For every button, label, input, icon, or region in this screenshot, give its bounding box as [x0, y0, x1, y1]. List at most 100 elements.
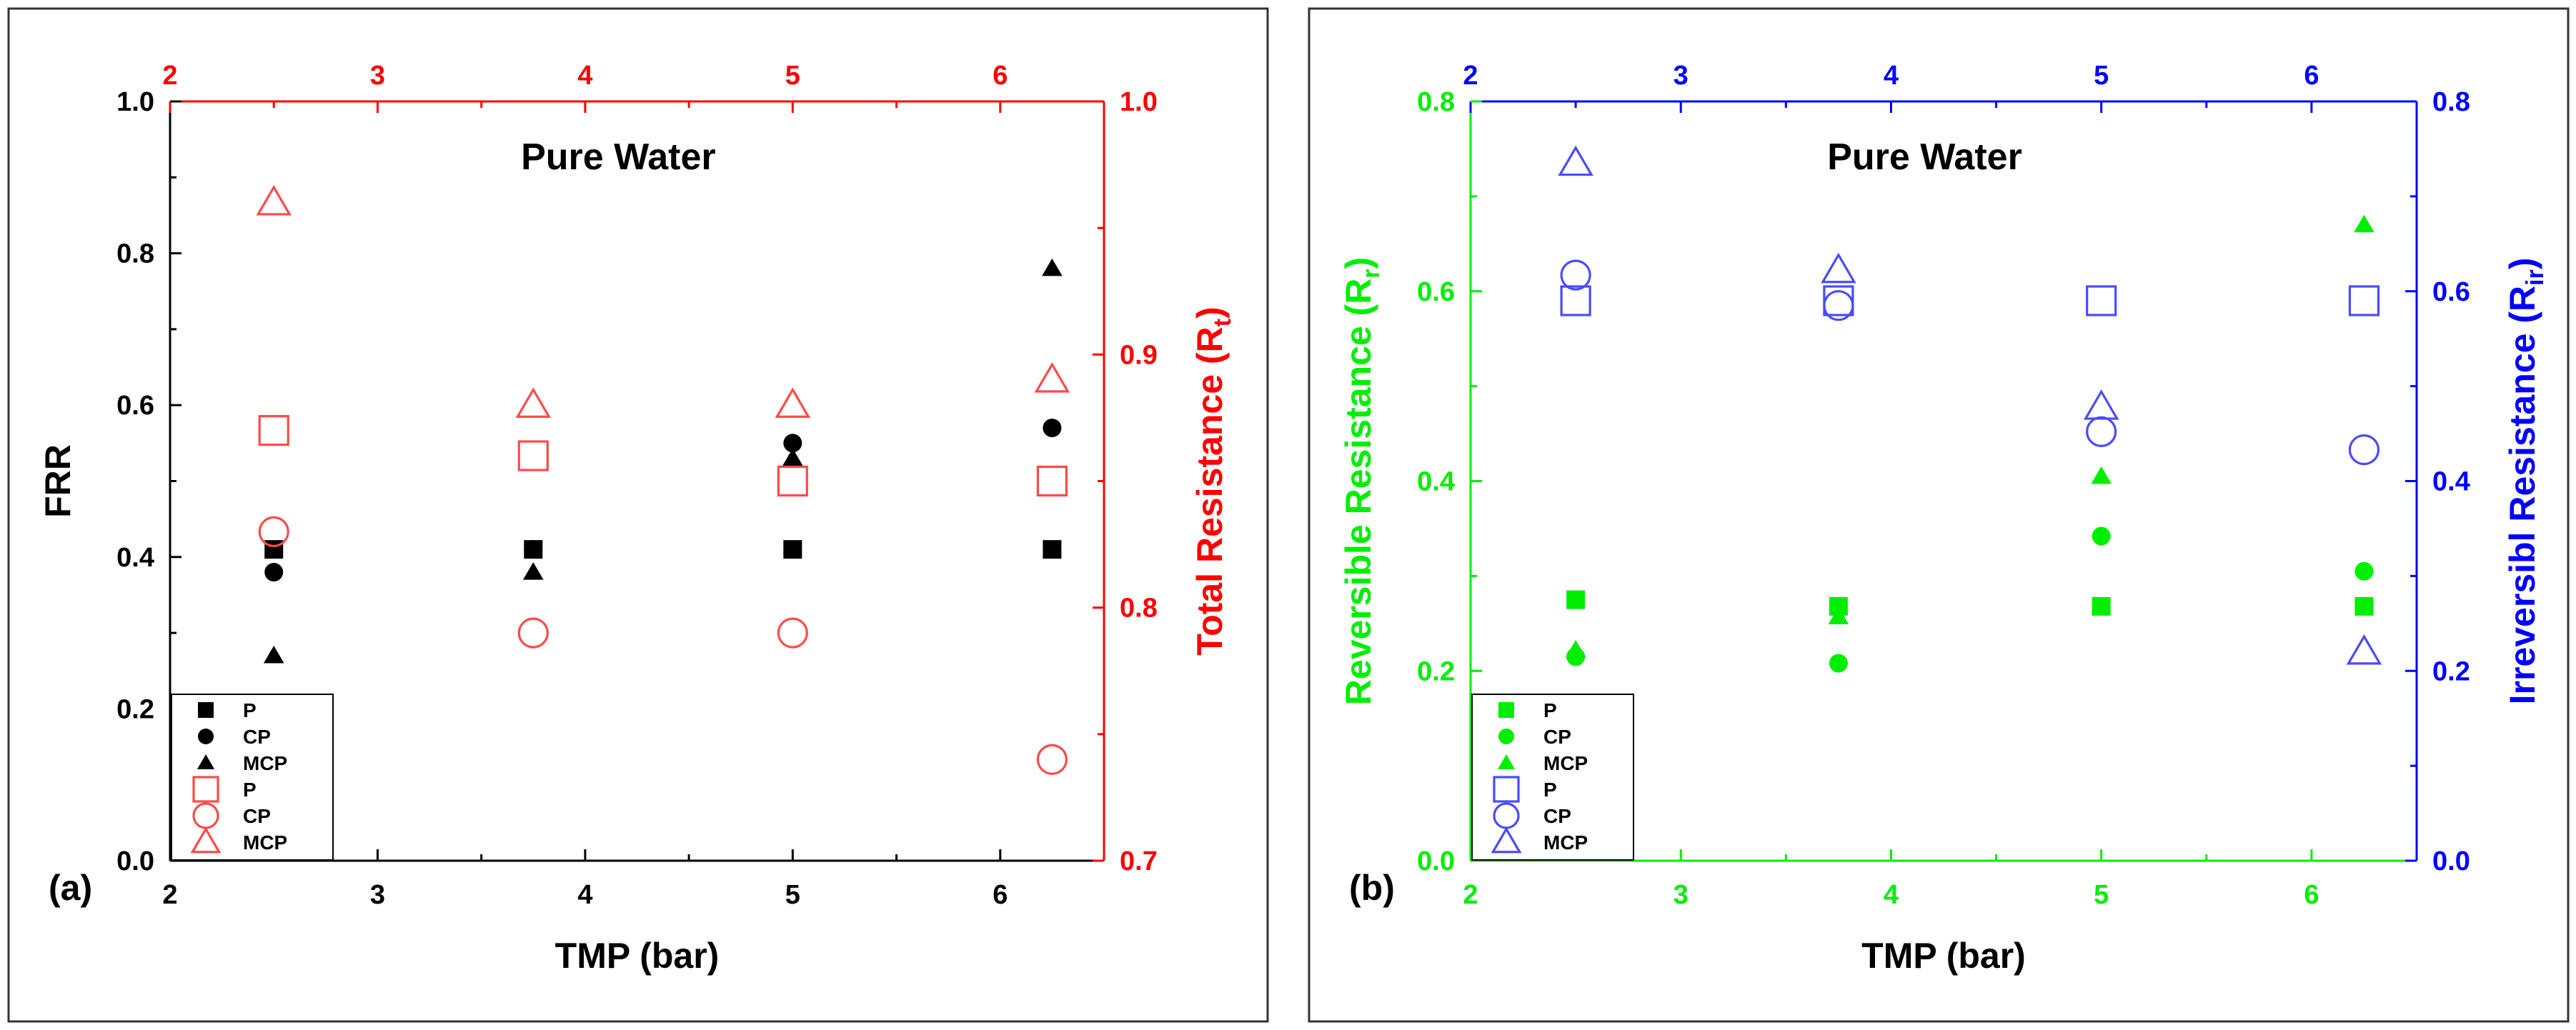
data-point [1036, 744, 1068, 775]
data-point [517, 440, 549, 471]
y-tick-label: 0.0 [116, 846, 154, 876]
data-point [1560, 259, 1591, 291]
top-x-tick-label: 2 [162, 61, 177, 91]
data-point [2348, 434, 2380, 466]
legend-label: P [243, 699, 257, 721]
top-x-tick-label: 3 [370, 61, 385, 91]
top-x-tick-label: 3 [1674, 61, 1689, 91]
x-tick-label: 4 [1884, 880, 1899, 910]
legend-marker [1497, 754, 1516, 769]
top-x-tick-label: 5 [785, 61, 800, 91]
y-right-axis-title: Irreversibl Resistance (Rir) [2502, 258, 2549, 705]
legend-entry: P [198, 699, 257, 721]
y-right-tick-label: 0.8 [1120, 594, 1158, 624]
data-point [1043, 419, 1062, 438]
y-right-tick-label: 0.6 [2432, 277, 2470, 307]
legend-marker [198, 702, 214, 718]
y-tick-label: 0.2 [1417, 656, 1455, 686]
data-point [524, 540, 543, 559]
legend-entry: MCP [1497, 752, 1588, 774]
y-tick-label: 0.6 [1417, 277, 1455, 307]
y-tick-label: 0.4 [116, 543, 154, 573]
x-tick-label: 3 [370, 880, 385, 910]
y-right-tick-label: 0.0 [2432, 846, 2470, 876]
x-tick-label: 6 [993, 880, 1008, 910]
data-point [2354, 561, 2374, 581]
data-point [2092, 526, 2111, 546]
top-x-tick-label: 5 [2094, 61, 2109, 91]
x-axis-title: TMP (bar) [555, 936, 720, 976]
legend-marker [1498, 702, 1514, 718]
data-point [522, 562, 544, 580]
legend-label: CP [243, 726, 271, 748]
y-axis-title-close: ) [1338, 257, 1378, 269]
x-tick-label: 6 [2304, 880, 2319, 910]
series-mcp-open [256, 184, 1070, 419]
y-right-axis-title-subscript: ir [2522, 269, 2549, 286]
x-tick-label: 3 [1674, 880, 1689, 910]
legend-label: CP [1543, 726, 1571, 748]
chart-panel-a: 2 3 4 5 6 2 3 4 5 6 0.0 0.2 0.4 0.6 0.8 1.0 0.7 0.8 0.9 1.0… [7, 7, 1269, 1023]
series-cp-filled [264, 419, 1062, 582]
y-tick-label: 0.8 [1417, 87, 1455, 117]
data-point [2346, 634, 2382, 665]
y-tick-label: 0.4 [1417, 467, 1455, 497]
y-tick-label: 0.0 [1417, 846, 1455, 876]
data-point [258, 415, 289, 446]
y-tick-label: 1.0 [116, 87, 154, 117]
data-point [258, 516, 289, 547]
legend-marker [190, 826, 222, 854]
data-point [515, 387, 552, 419]
data-point [263, 645, 284, 664]
y-right-tick-label: 0.8 [2432, 87, 2470, 117]
y-right-tick-label: 0.4 [2432, 467, 2470, 497]
data-point [1829, 654, 1848, 673]
series-p-open [258, 415, 1068, 497]
legend-label: P [1543, 699, 1557, 721]
data-point [2092, 596, 2111, 616]
data-point [1036, 465, 1068, 497]
data-point [1042, 258, 1063, 276]
y-right-axis-title: Total Resistance (Rt) [1190, 306, 1236, 655]
legend-label: P [1543, 779, 1557, 801]
y-right-axis-title-close: ) [1190, 306, 1230, 319]
series-mcp-filled [263, 258, 1063, 664]
legend-entry: CP [1498, 726, 1571, 748]
data-point [1565, 639, 1586, 658]
panel-frame [1308, 7, 2570, 1023]
x-tick-label: 2 [162, 880, 177, 910]
data-point [1566, 590, 1586, 609]
data-point [2354, 596, 2374, 616]
series-cp-open [1560, 259, 2380, 466]
panel-label: (a) [49, 868, 92, 908]
data-point [1043, 540, 1062, 559]
x-tick-label: 4 [577, 880, 592, 910]
legend-marker [197, 754, 215, 769]
y-right-axis-title-main: Total Resistance (R [1190, 326, 1230, 655]
data-point [1828, 606, 1849, 625]
legend-entry: MCP [197, 752, 287, 774]
y-tick-label: 0.8 [116, 239, 154, 269]
data-point [782, 448, 803, 466]
data-point [1823, 290, 1854, 321]
data-point [777, 465, 808, 497]
data-point [783, 540, 802, 559]
series-p-filled [1566, 590, 2374, 616]
y-axis-title-main: FRR [38, 444, 78, 518]
legend-label: CP [243, 805, 271, 827]
y-axis-title: Reversible Resistance (Rr) [1338, 257, 1385, 705]
data-point [2348, 285, 2380, 316]
data-point [777, 617, 808, 649]
data-point [2086, 285, 2117, 316]
legend-marker [192, 776, 219, 803]
x-tick-label: 5 [2094, 880, 2109, 910]
y-axis-title-subscript: r [1358, 269, 1385, 278]
panel-label: (b) [1349, 868, 1395, 908]
legend-entry: P [1498, 699, 1557, 721]
x-tick-label: 5 [785, 880, 800, 910]
y-right-tick-label: 0.7 [1120, 846, 1158, 876]
series-cp-filled [1566, 526, 2374, 673]
y-right-axis-title-subscript: t [1209, 319, 1236, 326]
x-tick-label: 2 [1463, 880, 1478, 910]
legend-label: MCP [1543, 831, 1588, 854]
